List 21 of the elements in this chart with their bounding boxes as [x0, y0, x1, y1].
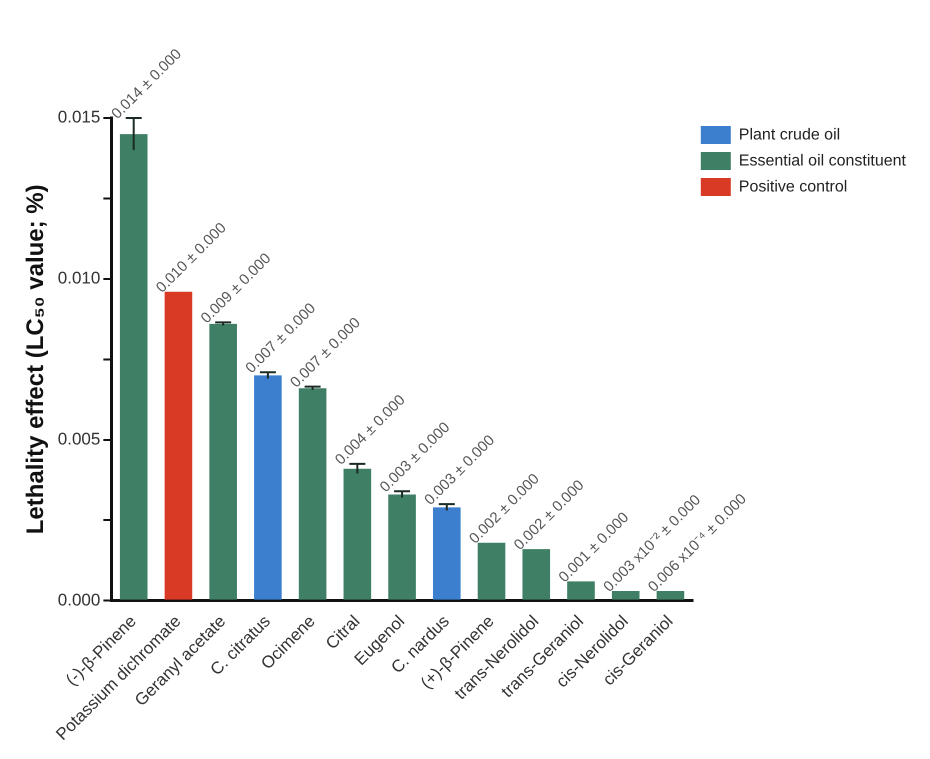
bar [478, 542, 506, 600]
legend-label: Plant crude oil [738, 126, 840, 144]
legend-label: Essential oil constituent [738, 152, 907, 170]
bar [120, 134, 148, 600]
bar [298, 388, 326, 600]
bar [567, 581, 595, 600]
bar [164, 292, 192, 600]
bar [388, 494, 416, 600]
bar [254, 375, 282, 600]
bar [209, 324, 237, 600]
y-axis-title: Lethality effect (LC₅₀ value; %) [22, 184, 50, 534]
bar [432, 507, 461, 600]
bar [344, 468, 372, 600]
bar [612, 591, 640, 600]
y-tick-label: 0.015 [58, 108, 100, 127]
bar [656, 591, 684, 600]
y-tick-label: 0.000 [58, 590, 100, 610]
bar [522, 549, 550, 600]
y-tick-label: 0.010 [58, 268, 100, 288]
legend-label: Positive control [738, 178, 848, 196]
y-tick-label: 0.005 [58, 429, 100, 448]
